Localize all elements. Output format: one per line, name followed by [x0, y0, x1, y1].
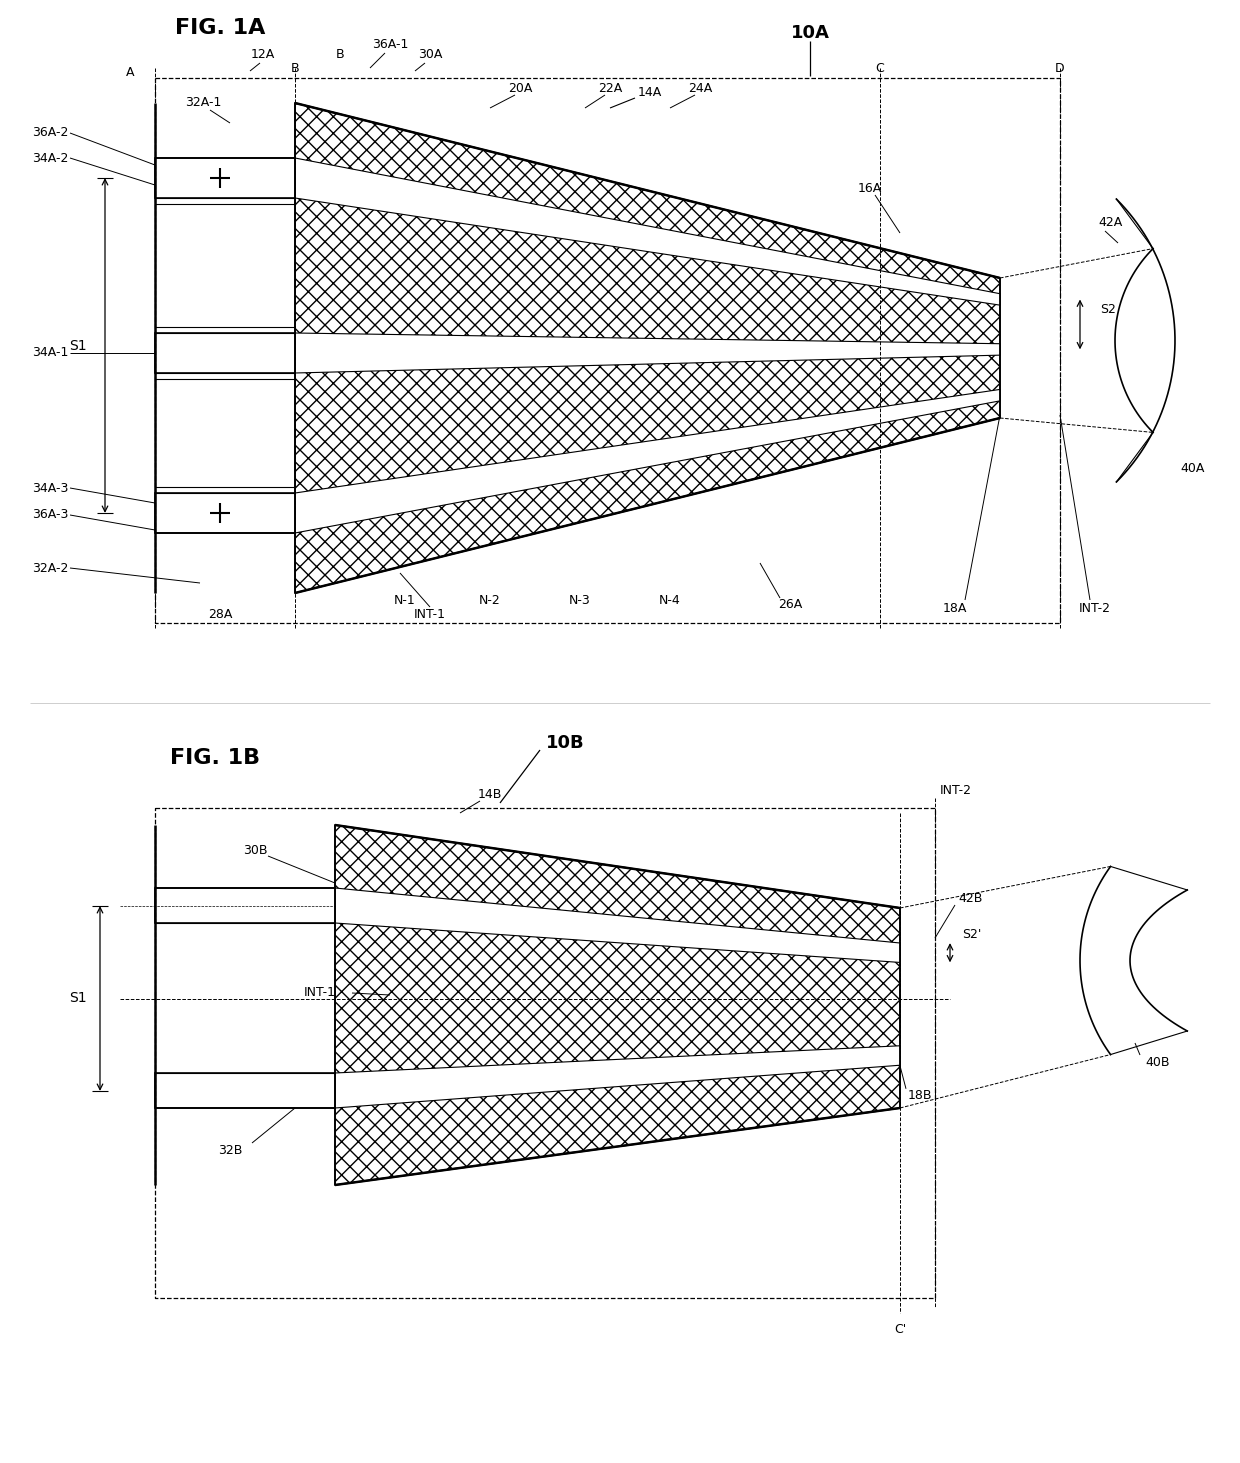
Text: S1: S1: [69, 338, 87, 353]
Polygon shape: [295, 102, 999, 593]
Text: N-1: N-1: [394, 594, 415, 607]
Polygon shape: [155, 493, 295, 533]
Text: N-4: N-4: [660, 594, 681, 607]
Text: 34A-3: 34A-3: [32, 481, 68, 494]
Text: 30A: 30A: [418, 48, 443, 61]
Text: C': C': [894, 1323, 906, 1336]
Text: 10A: 10A: [791, 23, 830, 42]
Text: 30B: 30B: [243, 844, 268, 857]
Text: INT-1: INT-1: [414, 609, 446, 622]
Text: 24A: 24A: [688, 82, 712, 95]
Text: 42A: 42A: [1097, 217, 1122, 230]
Polygon shape: [155, 1072, 335, 1107]
Text: 34A-1: 34A-1: [32, 347, 68, 360]
Text: 20A: 20A: [508, 82, 532, 95]
Text: S1: S1: [69, 992, 87, 1005]
Text: 16A: 16A: [858, 181, 882, 195]
Text: S2': S2': [962, 929, 981, 942]
Polygon shape: [155, 888, 335, 923]
Text: 34A-2: 34A-2: [32, 152, 68, 164]
Polygon shape: [335, 825, 900, 1185]
Text: 32B: 32B: [218, 1144, 242, 1157]
Text: N-3: N-3: [569, 594, 591, 607]
Text: INT-2: INT-2: [940, 784, 972, 796]
Text: 36A-1: 36A-1: [372, 38, 408, 51]
Polygon shape: [295, 158, 999, 306]
Text: 40A: 40A: [1180, 461, 1204, 474]
Text: 10B: 10B: [546, 734, 584, 752]
Polygon shape: [295, 389, 999, 533]
Polygon shape: [295, 334, 999, 373]
Text: FIG. 1A: FIG. 1A: [175, 18, 265, 38]
Text: B: B: [290, 61, 299, 75]
Text: INT-2: INT-2: [1079, 601, 1111, 614]
Text: 18B: 18B: [908, 1090, 932, 1102]
Text: 36A-3: 36A-3: [32, 509, 68, 521]
Text: 22A: 22A: [598, 82, 622, 95]
Text: D: D: [1055, 61, 1065, 75]
Text: B: B: [336, 48, 345, 61]
Polygon shape: [335, 888, 900, 963]
Text: 12A: 12A: [250, 48, 275, 61]
Polygon shape: [155, 334, 295, 373]
Polygon shape: [335, 1046, 900, 1107]
Text: 42B: 42B: [959, 891, 982, 904]
Text: FIG. 1B: FIG. 1B: [170, 748, 260, 768]
Text: 14A: 14A: [637, 86, 662, 99]
Polygon shape: [155, 158, 295, 198]
Text: 18A: 18A: [942, 601, 967, 614]
Text: 40B: 40B: [1145, 1056, 1169, 1069]
Text: 28A: 28A: [208, 609, 232, 622]
Text: S2: S2: [1100, 303, 1116, 316]
Text: N-2: N-2: [479, 594, 501, 607]
Text: 36A-2: 36A-2: [32, 126, 68, 139]
Text: C: C: [875, 61, 884, 75]
Text: 26A: 26A: [777, 598, 802, 612]
Text: 14B: 14B: [477, 789, 502, 802]
Text: INT-1: INT-1: [304, 986, 336, 999]
Text: 32A-2: 32A-2: [32, 562, 68, 575]
Text: A: A: [125, 66, 134, 79]
Text: 32A-1: 32A-1: [185, 97, 222, 110]
